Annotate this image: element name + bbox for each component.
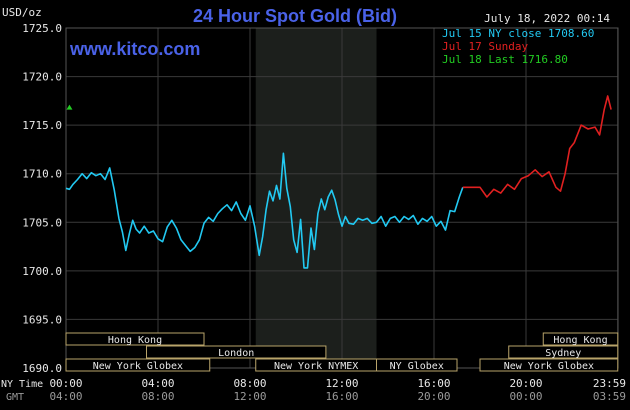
x-tick-label-gmt: 20:00 <box>417 390 450 403</box>
y-tick-label: 1720.0 <box>22 71 62 84</box>
session-bar-label: NY Globex <box>390 361 444 372</box>
trading-session-bars: Hong Kong London New York Globex New York N… <box>65 332 619 372</box>
y-tick-label: 1690.0 <box>22 362 62 375</box>
legend-item-last: Jul 18 Last 1716.80 <box>442 53 568 66</box>
session-bar: New York Globex <box>479 358 619 372</box>
session-bar-label: Hong Kong <box>108 335 162 346</box>
x-tick-label-gmt: 16:00 <box>325 390 358 403</box>
session-bar: New York NYMEX <box>255 358 377 372</box>
session-bar-label: New York NYMEX <box>274 361 358 372</box>
x-tick-label-gmt: 03:59 <box>593 390 626 403</box>
session-bar: Sydney <box>508 345 619 359</box>
unit-label: USD/oz <box>2 6 42 19</box>
x-tick-label-ny: 12:00 <box>325 377 358 390</box>
x-tick-label-gmt: 08:00 <box>141 390 174 403</box>
x-row-label-gmt: GMT <box>6 392 24 403</box>
session-bar-box <box>65 358 211 372</box>
series-line <box>462 95 612 198</box>
session-bar-box <box>65 332 205 346</box>
last-price-marker <box>66 104 73 110</box>
session-bar-label: London <box>218 348 254 359</box>
y-tick-label: 1710.0 <box>22 168 62 181</box>
session-bar: Hong Kong <box>65 332 205 346</box>
grid-lines <box>65 27 619 369</box>
session-bar: London <box>146 345 327 359</box>
y-tick-label: 1695.0 <box>22 313 62 326</box>
x-tick-label-gmt: 12:00 <box>233 390 266 403</box>
series-line <box>65 152 464 269</box>
y-tick-label: 1705.0 <box>22 216 62 229</box>
session-bar: NY Globex <box>376 358 458 372</box>
session-bar-box <box>542 332 619 346</box>
legend-item-sunday: Jul 17 Sunday <box>442 40 528 53</box>
session-bar-label: Sydney <box>545 348 581 359</box>
x-tick-label-ny: 16:00 <box>417 377 450 390</box>
series-lines <box>65 95 612 269</box>
x-row-label-ny: NY Time <box>1 379 43 390</box>
session-bar-box <box>146 345 327 359</box>
session-bar: Hong Kong <box>542 332 619 346</box>
session-bar-label: New York Globex <box>504 361 594 372</box>
x-tick-label-ny: 20:00 <box>509 377 542 390</box>
legend: Jul 15 NY close 1708.60 Jul 17 Sunday Ju… <box>442 27 594 66</box>
session-bar: New York Globex <box>65 358 211 372</box>
y-axis-ticks: 1690.0 1695.0 1700.0 1705.0 1710.0 1715.0 1720… <box>22 22 62 375</box>
x-tick-label-ny: 00:00 <box>49 377 82 390</box>
x-tick-label-ny: 23:59 <box>593 377 626 390</box>
session-bar-label: Hong Kong <box>553 335 607 346</box>
chart-title: 24 Hour Spot Gold (Bid) <box>193 6 397 26</box>
x-tick-label-gmt: 04:00 <box>49 390 82 403</box>
y-tick-label: 1700.0 <box>22 265 62 278</box>
y-tick-label: 1715.0 <box>22 119 62 132</box>
session-bar-box <box>376 358 458 372</box>
x-tick-label-ny: 04:00 <box>141 377 174 390</box>
x-axis-ticks: 00:0004:0004:0008:0008:0012:0012:0016:00… <box>49 377 626 403</box>
y-tick-label: 1725.0 <box>22 22 62 35</box>
session-bar-box <box>479 358 619 372</box>
session-bar-box <box>508 345 619 359</box>
nymex-shaded-band <box>255 28 377 368</box>
date-time-stamp: July 18, 2022 00:14 <box>484 12 610 25</box>
session-bar-label: New York Globex <box>93 361 183 372</box>
x-tick-label-gmt: 00:00 <box>509 390 542 403</box>
watermark: www.kitco.com <box>69 39 200 59</box>
legend-item-ny-close: Jul 15 NY close 1708.60 <box>442 27 594 40</box>
x-tick-label-ny: 08:00 <box>233 377 266 390</box>
